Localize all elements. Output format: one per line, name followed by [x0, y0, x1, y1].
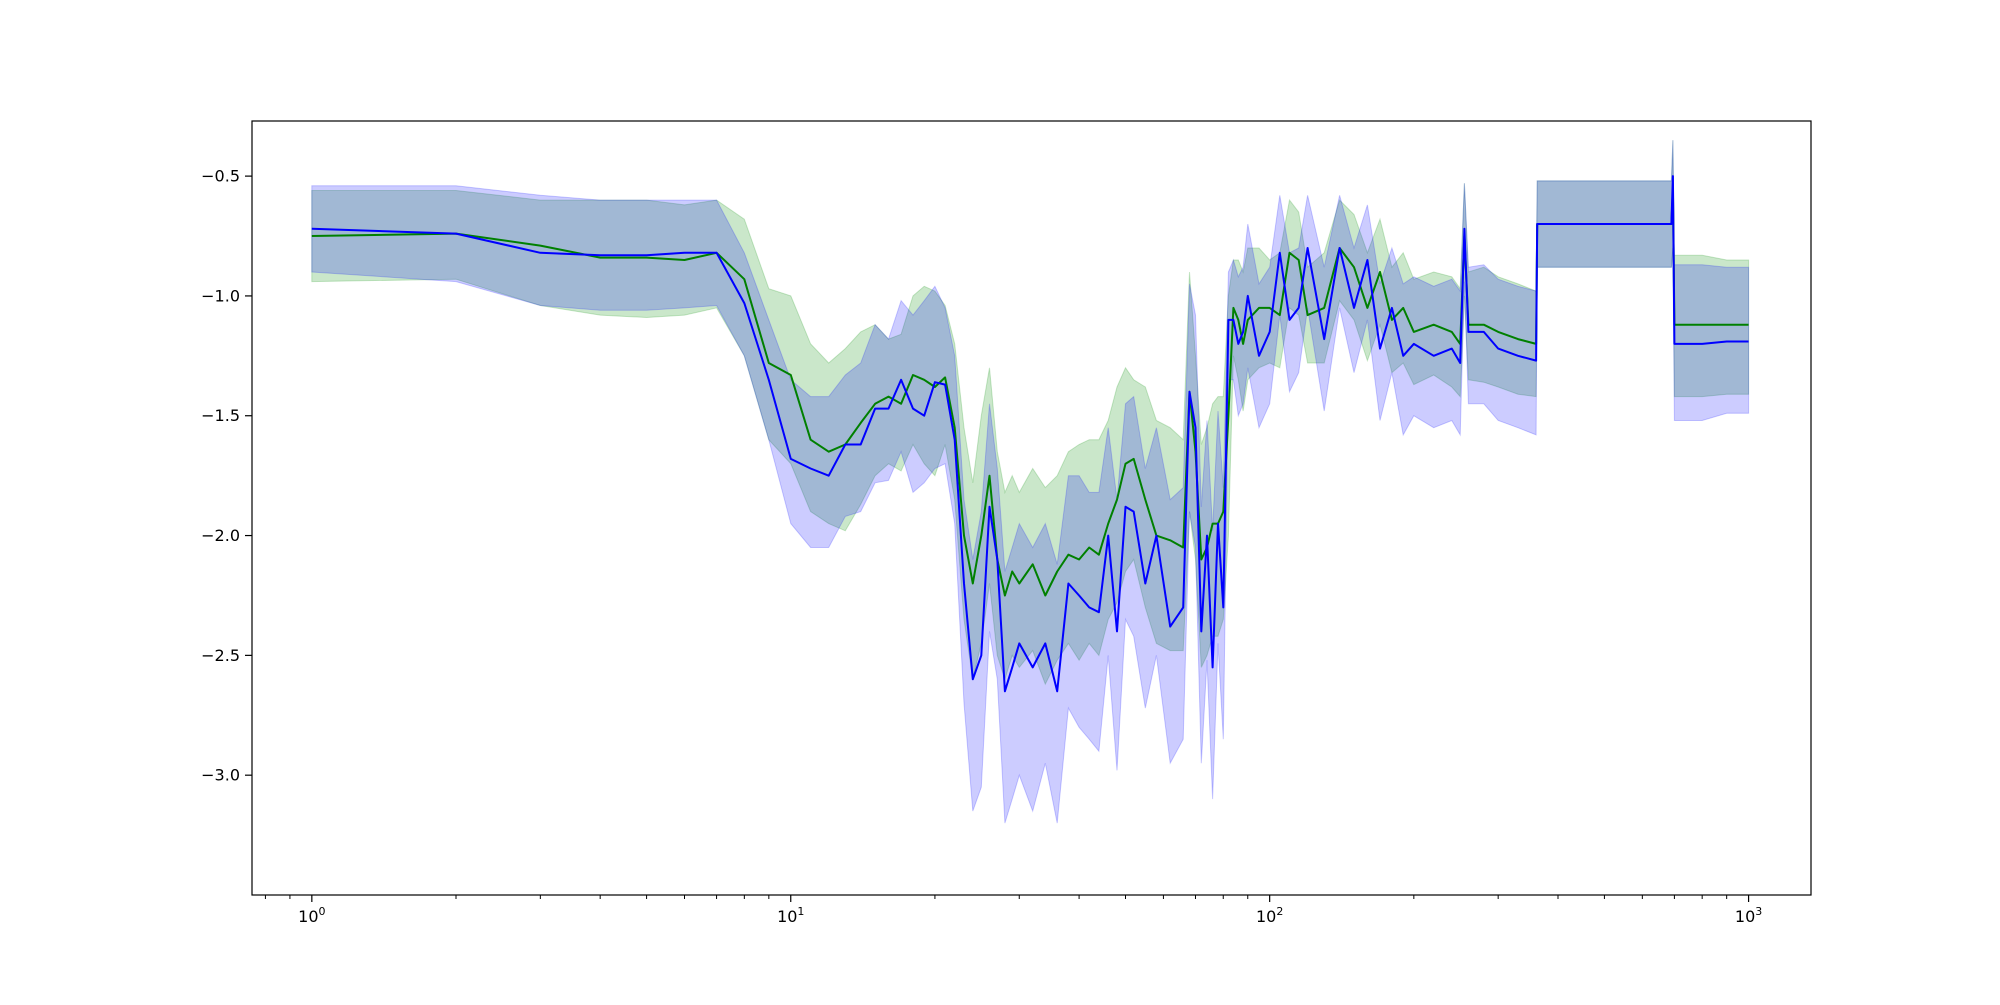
y-tick-label: −3.0 [201, 766, 240, 785]
y-tick-label: −0.5 [201, 167, 240, 186]
y-tick-label: −2.5 [201, 646, 240, 665]
series-2-line [311, 175, 1749, 693]
x-tick-label: 100 [298, 905, 325, 926]
series-1-band [311, 140, 1750, 686]
x-tick-label: 102 [1256, 905, 1283, 926]
series-lines [311, 175, 1749, 693]
x-tick-label: 101 [777, 905, 804, 926]
y-tick-label: −1.0 [201, 286, 240, 305]
plot-frame [251, 120, 1812, 896]
x-tick-label: 103 [1735, 905, 1762, 926]
y-axis: −0.5 −1.0 −1.5 −2.0 −2.5 −3.0 [201, 167, 252, 785]
y-tick-label: −2.0 [201, 526, 240, 545]
y-tick-label: −1.5 [201, 406, 240, 425]
x-axis: 100 101 102 103 [264, 895, 1762, 926]
